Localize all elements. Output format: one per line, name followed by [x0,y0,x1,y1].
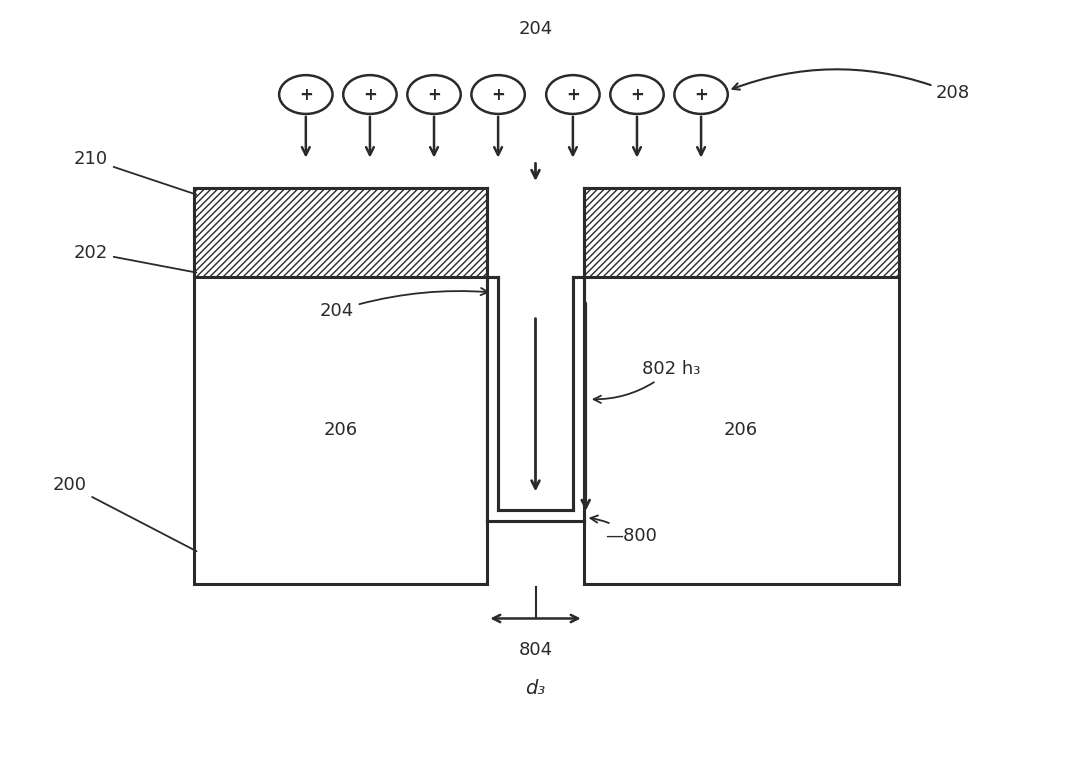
Bar [194,188,487,277]
Bar [498,277,573,509]
Bar [584,188,899,277]
Polygon shape [573,277,584,521]
Text: 802 h₃: 802 h₃ [593,360,700,403]
Text: 210: 210 [74,150,196,195]
Text: +: + [363,86,377,104]
Text: +: + [427,86,441,104]
Polygon shape [487,509,584,521]
Text: +: + [492,86,506,104]
Polygon shape [487,277,498,521]
Text: +: + [630,86,644,104]
Text: +: + [299,86,313,104]
Text: —800: —800 [590,516,657,545]
Text: +: + [694,86,708,104]
Text: d₃: d₃ [526,679,545,698]
Text: 206: 206 [323,421,358,439]
Bar [487,188,584,521]
Text: 204: 204 [518,19,553,37]
Text: 206: 206 [724,421,758,439]
Text: 202: 202 [74,244,196,273]
Text: +: + [565,86,579,104]
Bar [194,188,487,583]
Text: 804: 804 [518,640,553,658]
Text: 204: 204 [319,288,488,319]
Text: 208: 208 [733,69,970,102]
Bar [584,188,899,583]
Text: 200: 200 [52,477,197,552]
